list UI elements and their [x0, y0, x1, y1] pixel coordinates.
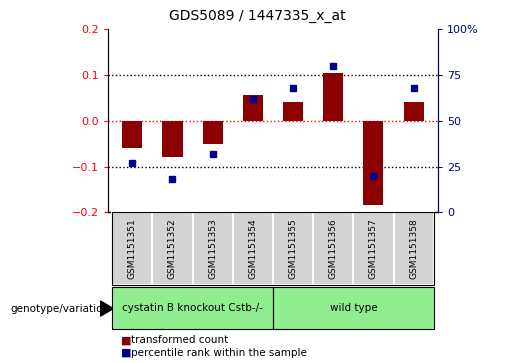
Bar [313, 212, 353, 285]
Text: cystatin B knockout Cstb-/-: cystatin B knockout Cstb-/- [122, 303, 263, 313]
Bar [273, 287, 434, 329]
Bar [273, 212, 313, 285]
Bar [122, 121, 142, 148]
Bar [393, 212, 434, 285]
Text: GSM1151355: GSM1151355 [288, 218, 298, 279]
Bar [323, 73, 344, 121]
Bar [243, 95, 263, 121]
Bar [112, 212, 152, 285]
Text: GSM1151358: GSM1151358 [409, 218, 418, 279]
Bar [202, 121, 222, 144]
Bar [112, 287, 273, 329]
Bar [233, 212, 273, 285]
Bar [193, 212, 233, 285]
Text: GDS5089 / 1447335_x_at: GDS5089 / 1447335_x_at [169, 9, 346, 23]
Text: GSM1151353: GSM1151353 [208, 218, 217, 279]
Text: GSM1151352: GSM1151352 [168, 218, 177, 279]
Bar [404, 102, 424, 121]
Bar [152, 212, 193, 285]
Text: GSM1151351: GSM1151351 [128, 218, 137, 279]
Bar [162, 121, 182, 158]
Bar [283, 102, 303, 121]
Text: genotype/variation: genotype/variation [10, 304, 109, 314]
Text: ■: ■ [121, 348, 131, 358]
Text: GSM1151354: GSM1151354 [248, 218, 258, 279]
Polygon shape [100, 301, 113, 316]
Text: percentile rank within the sample: percentile rank within the sample [131, 348, 307, 358]
Bar [364, 121, 384, 205]
Text: transformed count: transformed count [131, 335, 229, 346]
Text: GSM1151357: GSM1151357 [369, 218, 378, 279]
Text: ■: ■ [121, 335, 131, 346]
Text: wild type: wild type [330, 303, 377, 313]
Bar [353, 212, 393, 285]
Text: GSM1151356: GSM1151356 [329, 218, 338, 279]
